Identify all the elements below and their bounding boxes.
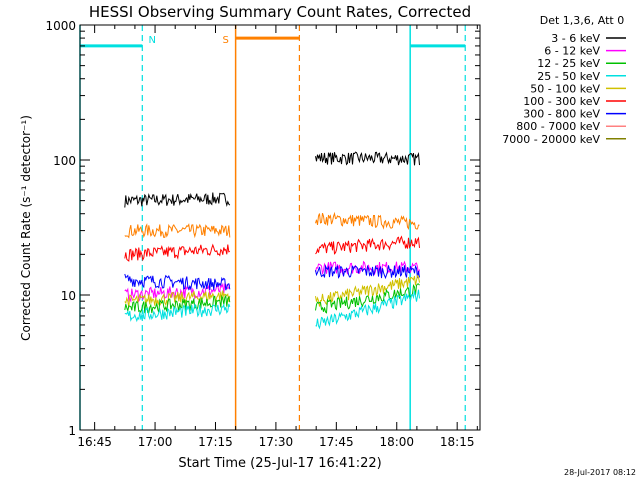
legend-label: 300 - 800 keV: [523, 108, 600, 121]
chart-title: HESSI Observing Summary Count Rates, Cor…: [89, 3, 471, 21]
series-line: [315, 264, 420, 280]
series-line: [315, 151, 420, 166]
x-tick-label: 17:00: [138, 435, 173, 449]
series-line: [315, 289, 420, 330]
series-layer: [124, 151, 420, 330]
x-tick-label: 17:15: [198, 435, 233, 449]
y-axis-label: Corrected Count Rate (s⁻¹ detector⁻¹): [19, 115, 33, 341]
legend-label: 50 - 100 keV: [530, 82, 600, 95]
footer-timestamp: 28-Jul-2017 08:12: [564, 468, 636, 477]
plot-frame: [79, 24, 481, 431]
x-tick-label: 16:45: [77, 435, 112, 449]
y-tick-label: 100: [53, 154, 76, 168]
series-line: [315, 283, 420, 314]
series-line: [124, 192, 231, 208]
legend-label: 7000 - 20000 keV: [502, 133, 600, 146]
series-line: [124, 290, 231, 308]
series-line: [124, 243, 230, 262]
series-line: [315, 211, 420, 231]
series-line: [124, 282, 231, 303]
legend-label: 25 - 50 keV: [537, 70, 600, 83]
legend-label: 100 - 300 keV: [523, 95, 600, 108]
series-line: [315, 235, 420, 255]
annotation-label: N: [149, 35, 156, 46]
legend-label: 800 - 7000 keV: [516, 120, 600, 133]
legend-header: Det 1,3,6, Att 0: [540, 14, 624, 27]
legend-label: 3 - 6 keV: [551, 32, 600, 45]
legend-label: 6 - 12 keV: [544, 45, 600, 58]
x-axis-label: Start Time (25-Jul-17 16:41:22): [178, 456, 381, 471]
series-line: [315, 274, 420, 307]
x-tick-label: 17:30: [259, 435, 294, 449]
series-line: [124, 303, 231, 323]
annotation-label: S: [222, 35, 228, 46]
y-tick-label: 10: [61, 289, 76, 303]
series-line: [124, 223, 231, 239]
y-tick-label: 1: [68, 424, 76, 438]
y-tick-label: 1000: [45, 19, 76, 33]
series-line: [124, 273, 231, 291]
legend-label: 12 - 25 keV: [537, 57, 600, 70]
x-tick-label: 18:00: [379, 435, 414, 449]
axes: 16:45 17:00 17:15 17:30 17:45 18:00 18:15 1 10 10…: [45, 19, 480, 449]
x-tick-label: 17:45: [319, 435, 354, 449]
x-tick-label: 18:15: [440, 435, 475, 449]
